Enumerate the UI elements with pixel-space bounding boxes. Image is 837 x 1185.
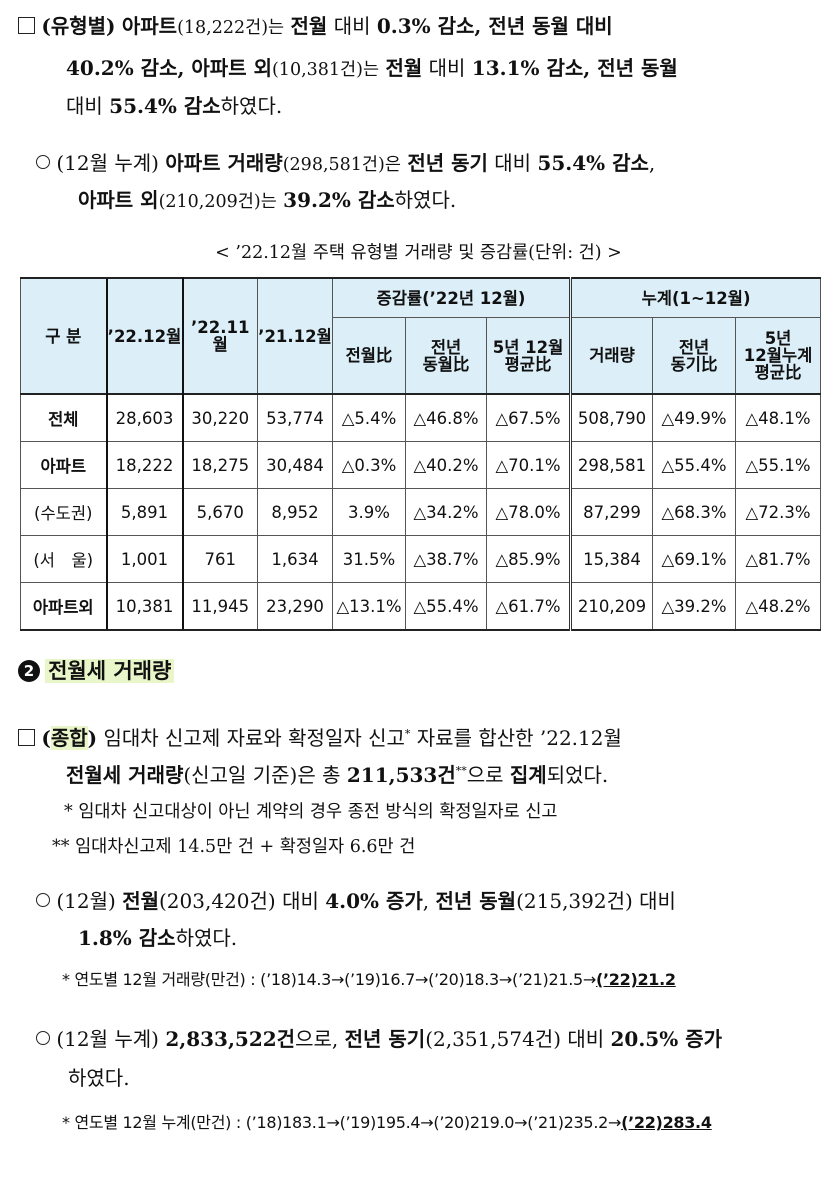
table-row: 아파트외 10,381 11,945 23,290 △13.1% △55.4% △61.7%…	[21, 583, 821, 631]
row-label: 아파트외	[21, 583, 107, 631]
table-cell: △48.2%	[736, 583, 821, 631]
header-col2: ’22.11월	[183, 278, 258, 394]
header-yoy: 전년 동월比	[406, 318, 487, 395]
header-5yr-cum-avg: 5년 12월누계 평균比	[736, 318, 821, 395]
header-group-change: 증감률(’22년 12월)	[333, 278, 571, 318]
table-cell: △85.9%	[487, 536, 571, 583]
table-cell: 5,670	[183, 489, 258, 536]
table-cell: △48.1%	[736, 394, 821, 442]
row-label: 전체	[21, 394, 107, 442]
table-cell: 10,381	[107, 583, 183, 631]
table-cell: △69.1%	[653, 536, 736, 583]
table-cell: 30,220	[183, 394, 258, 442]
table-cell: 11,945	[183, 583, 258, 631]
para2-line1: (12월 누계) 아파트 거래량(298,581건)은 전년 동기 대비 55.…	[36, 147, 655, 176]
table-row: 전체 28,603 30,220 53,774 △5.4% △46.8% △67.5% 508…	[21, 394, 821, 442]
para1-line1: (유형별) 아파트(18,222건)는 전월 대비 0.3% 감소, 전년 동월…	[18, 10, 613, 39]
para1-line3: 대비 55.4% 감소하였다.	[66, 90, 282, 119]
table-cell: 298,581	[571, 442, 653, 489]
table-cell: 18,275	[183, 442, 258, 489]
table-cell: 761	[183, 536, 258, 583]
table-caption: < ’22.12월 주택 유형별 거래량 및 증감률(단위: 건) >	[0, 239, 837, 264]
table-cell: △46.8%	[406, 394, 487, 442]
header-col3: ’21.12월	[258, 278, 333, 394]
table-cell: 3.9%	[333, 489, 406, 536]
para5-line1: (12월 누계) 2,833,522건으로, 전년 동기(2,351,574건)…	[36, 1023, 722, 1052]
table-cell: 1,634	[258, 536, 333, 583]
table-cell: △55.4%	[406, 583, 487, 631]
header-col1: ’22.12월	[107, 278, 183, 394]
para5-line2: 하였다.	[68, 1062, 130, 1091]
table-row: 아파트 18,222 18,275 30,484 △0.3% △40.2% △70.1% 29…	[21, 442, 821, 489]
table-cell: △49.9%	[653, 394, 736, 442]
header-volume: 거래량	[571, 318, 653, 395]
table-cell: 53,774	[258, 394, 333, 442]
circle-bullet-icon	[36, 155, 50, 169]
table-cell: 8,952	[258, 489, 333, 536]
table-cell: △67.5%	[487, 394, 571, 442]
table-cell: 18,222	[107, 442, 183, 489]
para4-line1: (12월) 전월(203,420건) 대비 4.0% 증가, 전년 동월(215…	[36, 885, 676, 914]
para2-line2: 아파트 외(210,209건)는 39.2% 감소하였다.	[78, 184, 456, 213]
housing-transaction-table: 구 분 ’22.12월 ’22.11월 ’21.12월 증감률(’22년 12월…	[20, 277, 821, 631]
para5-note: * 연도별 12월 누계(만건) : (’18)183.1→(’19)195.4…	[62, 1109, 712, 1133]
table-cell: △81.7%	[736, 536, 821, 583]
table-row: (서 울) 1,001 761 1,634 31.5% △38.7% △85.9% 15,38…	[21, 536, 821, 583]
header-gubun: 구 분	[21, 278, 107, 394]
table-cell: 15,384	[571, 536, 653, 583]
table-cell: 31.5%	[333, 536, 406, 583]
para4-note: * 연도별 12월 거래량(만건) : (’18)14.3→(’19)16.7→…	[62, 966, 676, 990]
table-cell: △61.7%	[487, 583, 571, 631]
table-cell: △68.3%	[653, 489, 736, 536]
table-cell: △72.3%	[736, 489, 821, 536]
table-cell: △78.0%	[487, 489, 571, 536]
table-cell: △55.4%	[653, 442, 736, 489]
para4-line2: 1.8% 감소하였다.	[78, 922, 237, 951]
table-cell: 210,209	[571, 583, 653, 631]
square-bullet-icon	[18, 17, 35, 34]
table-cell: △5.4%	[333, 394, 406, 442]
table-cell: △40.2%	[406, 442, 487, 489]
section2-heading: 2 전월세 거래량	[18, 655, 174, 685]
para3-note2: ** 임대차신고제 14.5만 건 + 확정일자 6.6만 건	[52, 833, 415, 858]
row-label: 아파트	[21, 442, 107, 489]
table-cell: △38.7%	[406, 536, 487, 583]
para3-line1: (종합) 임대차 신고제 자료와 확정일자 신고* 자료를 합산한 ’22.12…	[18, 722, 622, 751]
table-row: (수도권) 5,891 5,670 8,952 3.9% △34.2% △78.0% 87,2…	[21, 489, 821, 536]
table-cell: △70.1%	[487, 442, 571, 489]
table-cell: 87,299	[571, 489, 653, 536]
square-bullet-icon	[18, 729, 35, 746]
circle-bullet-icon	[36, 893, 50, 907]
table-cell: 5,891	[107, 489, 183, 536]
row-label: (서 울)	[21, 536, 107, 583]
table-cell: △55.1%	[736, 442, 821, 489]
section-title: 전월세 거래량	[45, 659, 174, 683]
table-cell: 23,290	[258, 583, 333, 631]
header-5yr-avg: 5년 12월 평균比	[487, 318, 571, 395]
table-cell: △13.1%	[333, 583, 406, 631]
para3-line2: 전월세 거래량(신고일 기준)은 총 211,533건**으로 집계되었다.	[66, 759, 608, 788]
circle-bullet-icon	[36, 1031, 50, 1045]
table-cell: △39.2%	[653, 583, 736, 631]
table-cell: 1,001	[107, 536, 183, 583]
table-cell: 28,603	[107, 394, 183, 442]
para3-note1: * 임대차 신고대상이 아닌 계약의 경우 종전 방식의 확정일자로 신고	[64, 798, 558, 823]
header-group-cumulative: 누계(1~12월)	[571, 278, 821, 318]
para1-line2: 40.2% 감소, 아파트 외(10,381건)는 전월 대비 13.1% 감소…	[66, 52, 678, 81]
row-label: (수도권)	[21, 489, 107, 536]
section-number-badge: 2	[18, 660, 40, 682]
table-cell: △34.2%	[406, 489, 487, 536]
header-mom: 전월比	[333, 318, 406, 395]
table-cell: 508,790	[571, 394, 653, 442]
table-cell: 30,484	[258, 442, 333, 489]
table-cell: △0.3%	[333, 442, 406, 489]
header-yoy-cum: 전년 동기比	[653, 318, 736, 395]
